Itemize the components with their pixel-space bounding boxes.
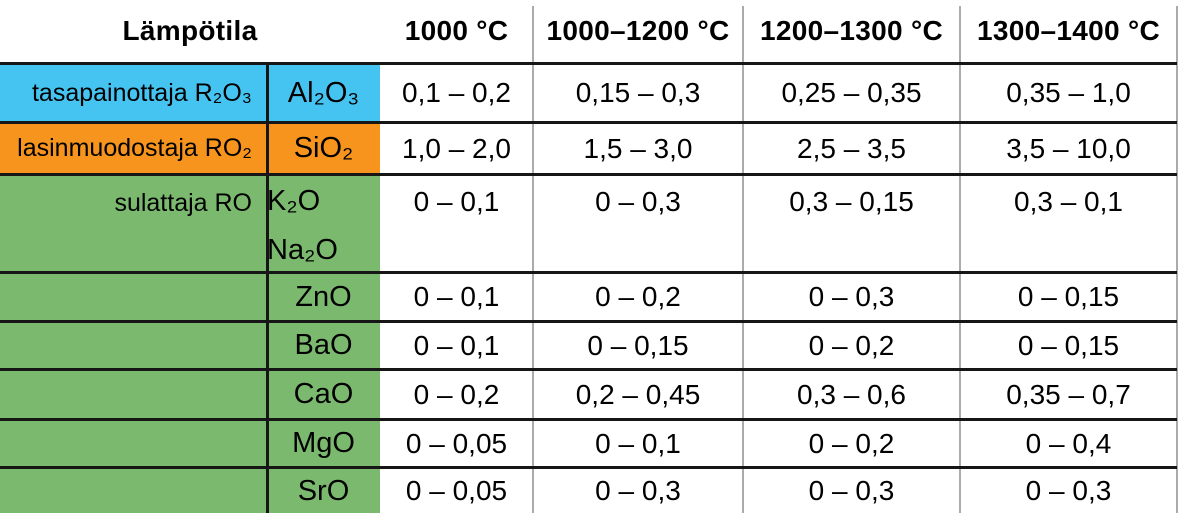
range-cell: 0 – 0,15	[1017, 329, 1120, 361]
range-cell: 2,5 – 3,5	[797, 132, 906, 164]
table-row-zno: ZnO 0 – 0,1 0 – 0,2 0 – 0,3 0 – 0,15	[0, 271, 1177, 320]
column-divider-gray	[1176, 6, 1178, 513]
category-label-empty	[0, 421, 267, 466]
range-cell: 0 – 0,1	[413, 329, 500, 361]
range-cell: 0 – 0,3	[595, 186, 681, 217]
range-cell: 0 – 0,4	[1025, 427, 1112, 459]
range-cell: 0 – 0,1	[595, 427, 681, 459]
table-row-sro: SrO 0 – 0,05 0 – 0,3 0 – 0,3 0 – 0,3	[0, 466, 1177, 513]
range-cell: 1,5 – 3,0	[583, 132, 693, 164]
table-row-cao: CaO 0 – 0,2 0,2 – 0,45 0,3 – 0,6 0,35 – …	[0, 368, 1177, 418]
column-divider-gray	[959, 6, 961, 513]
category-label-flux: sulattaja RO	[0, 176, 267, 271]
range-cell: 3,5 – 10,0	[1006, 132, 1131, 164]
range-cell: 0 – 0,2	[413, 378, 500, 410]
table-row-sio2: lasinmuodostaja RO₂ SiO₂ 1,0 – 2,0 1,5 –…	[0, 121, 1177, 173]
range-cell: 0,2 – 0,45	[575, 378, 701, 410]
category-label-stabilizer: tasapainottaja R₂O₃	[0, 65, 267, 121]
table-header-row: Lämpötila 1000 °C 1000–1200 °C 1200–1300…	[0, 0, 1177, 62]
category-label-empty	[0, 323, 267, 368]
range-cell: 0 – 0,3	[808, 281, 895, 312]
temp-header-1000: 1000 °C	[404, 15, 509, 46]
table-row-k2o-na2o: sulattaja RO K₂O Na₂O 0 – 0,1 0 – 0,3 0,…	[0, 173, 1177, 271]
temperature-column-title: Lämpötila	[122, 15, 258, 46]
oxide-formula-na2o: Na₂O	[267, 233, 338, 266]
range-cell: 0 – 0,2	[808, 329, 895, 361]
category-label-empty	[0, 469, 267, 513]
range-cell: 0,35 – 1,0	[1006, 77, 1131, 108]
range-cell: 0 – 0,05	[405, 427, 508, 459]
range-cell: 0 – 0,15	[587, 329, 689, 361]
range-cell: 0 – 0,1	[413, 186, 500, 217]
range-cell: 0,35 – 0,7	[1006, 378, 1131, 410]
range-cell: 0,3 – 0,15	[789, 186, 914, 217]
oxide-formula-mgo: MgO	[267, 421, 380, 466]
range-cell: 0 – 0,15	[1017, 281, 1120, 312]
table-row-mgo: MgO 0 – 0,05 0 – 0,1 0 – 0,2 0 – 0,4	[0, 418, 1177, 466]
oxide-formula-sro: SrO	[267, 469, 380, 513]
range-cell: 0,1 – 0,2	[402, 77, 511, 108]
temp-header-1000-1200: 1000–1200 °C	[546, 15, 730, 46]
range-cell: 0 – 0,3	[1025, 475, 1112, 506]
temp-header-1300-1400: 1300–1400 °C	[977, 15, 1160, 46]
range-cell: 0 – 0,05	[405, 475, 508, 506]
oxide-formula-k2o-na2o: K₂O Na₂O	[267, 176, 380, 271]
category-label-glass-former: lasinmuodostaja RO₂	[0, 124, 267, 173]
table-row-bao: BaO 0 – 0,1 0 – 0,15 0 – 0,2 0 – 0,15	[0, 320, 1177, 368]
column-divider-black	[266, 62, 269, 513]
range-cell: 0,25 – 0,35	[781, 77, 922, 108]
table-row-al2o3: tasapainottaja R₂O₃ Al₂O₃ 0,1 – 0,2 0,15…	[0, 62, 1177, 121]
range-cell: 0 – 0,3	[595, 475, 681, 506]
range-cell: 0 – 0,2	[808, 427, 895, 459]
oxide-formula-k2o: K₂O	[267, 184, 321, 217]
oxide-formula-sio2: SiO₂	[267, 124, 380, 173]
range-cell: 0,15 – 0,3	[575, 77, 701, 108]
oxide-formula-zno: ZnO	[267, 274, 380, 320]
range-cell: 0 – 0,3	[808, 475, 895, 506]
range-cell: 1,0 – 2,0	[402, 132, 511, 164]
range-cell: 0,3 – 0,1	[1014, 186, 1123, 217]
oxide-formula-al2o3: Al₂O₃	[267, 65, 380, 121]
range-cell: 0 – 0,2	[595, 281, 681, 312]
temp-header-1200-1300: 1200–1300 °C	[760, 15, 943, 46]
column-divider-gray	[532, 6, 534, 513]
column-divider-gray	[742, 6, 744, 513]
range-cell: 0,3 – 0,6	[797, 378, 906, 410]
oxide-formula-cao: CaO	[267, 371, 380, 418]
range-cell: 0 – 0,1	[413, 281, 500, 312]
category-label-empty	[0, 371, 267, 418]
category-label-empty	[0, 274, 267, 320]
oxide-formula-bao: BaO	[267, 323, 380, 368]
